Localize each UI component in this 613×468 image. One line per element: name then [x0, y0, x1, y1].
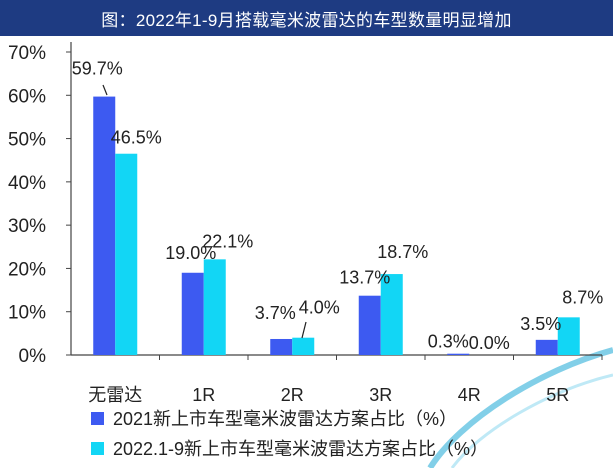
y-tick-label: 60%	[8, 86, 46, 107]
data-label: 0.3%	[428, 332, 469, 352]
x-tick-label: 5R	[546, 385, 569, 405]
bar-2021-0	[93, 96, 116, 355]
data-label: 0.0%	[469, 333, 510, 353]
bar-2022-2	[292, 337, 315, 355]
y-tick-label: 30%	[8, 216, 46, 237]
y-tick-label: 40%	[8, 173, 46, 194]
bar-2022-0	[115, 153, 138, 355]
data-label: 8.7%	[562, 287, 603, 307]
data-label: 4.0%	[299, 298, 340, 318]
data-label: 46.5%	[111, 128, 162, 148]
data-label: 3.7%	[255, 303, 296, 323]
bar-2022-1	[203, 259, 226, 355]
x-tick-label: 3R	[369, 385, 392, 405]
data-label: 59.7%	[72, 59, 123, 79]
data-label: 19.0%	[165, 243, 216, 263]
x-tick-label: 2R	[281, 385, 304, 405]
x-tick-label: 1R	[192, 385, 215, 405]
decorative-background-arcs	[427, 347, 613, 468]
y-tick-label: 70%	[8, 43, 46, 64]
y-tick-label: 10%	[8, 303, 46, 324]
label-leader-line	[102, 84, 108, 96]
bar-2021-5	[535, 339, 558, 355]
legend-label: 2021新上市车型毫米波雷达方案占比（%）	[113, 409, 457, 429]
bar-2021-4	[447, 353, 470, 355]
bar-2022-3	[380, 274, 403, 355]
data-label: 22.1%	[202, 231, 253, 251]
data-label: 3.5%	[520, 314, 561, 334]
bar-2021-2	[270, 338, 293, 355]
label-leader-line	[301, 321, 307, 339]
data-label: 13.7%	[339, 268, 390, 288]
y-tick-label: 0%	[19, 346, 47, 367]
y-tick-label: 50%	[8, 130, 46, 151]
legend-swatch	[91, 412, 104, 425]
x-tick-label: 4R	[458, 385, 481, 405]
bar-2021-3	[358, 295, 381, 355]
legend-swatch	[91, 442, 104, 455]
y-tick-label: 20%	[8, 259, 46, 280]
legend-label: 2022.1-9新上市车型毫米波雷达方案占比（%）	[113, 439, 488, 459]
bar-2021-1	[181, 272, 204, 355]
bar-2022-5	[557, 317, 580, 355]
chart-title: 图：2022年1-9月搭载毫米波雷达的车型数量明显增加	[0, 0, 613, 36]
data-label: 18.7%	[377, 242, 428, 262]
x-tick-label: 无雷达	[88, 385, 142, 405]
